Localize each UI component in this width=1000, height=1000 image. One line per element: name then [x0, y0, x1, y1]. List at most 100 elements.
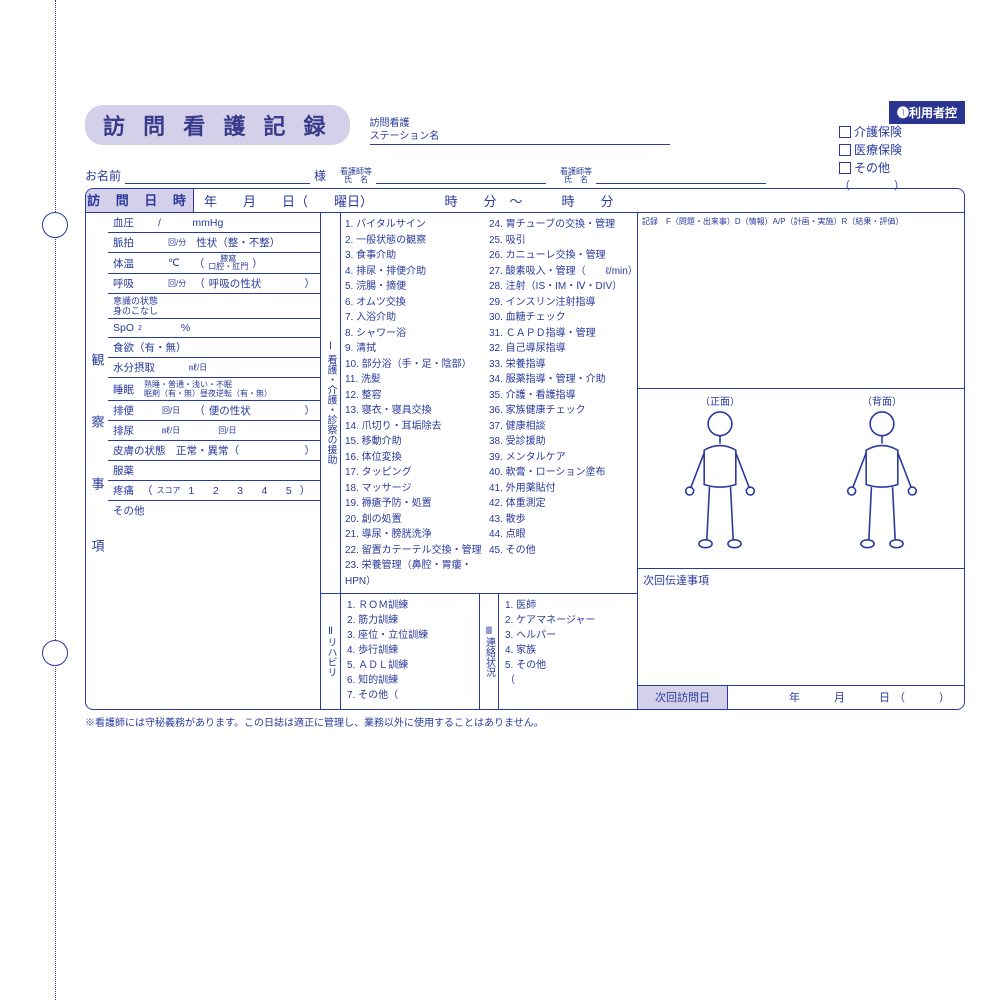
care-item[interactable]: 3. 食事介助 [345, 248, 489, 264]
care-item[interactable]: 1. バイタルサイン [345, 217, 489, 233]
nurse-field-2[interactable] [596, 168, 766, 184]
row-pulse[interactable]: 脈拍回/分性状（整・不整） [108, 233, 320, 253]
row-urine[interactable]: 排尿㎖/日回/日 [108, 421, 320, 441]
care-item[interactable]: 19. 褥瘡予防・処置 [345, 496, 489, 512]
care-item[interactable]: 18. マッサージ [345, 481, 489, 497]
contact-item[interactable]: 3. ヘルパー [505, 628, 631, 643]
check-iryo[interactable]: 医療保険 [839, 141, 905, 159]
row-other[interactable]: その他 [108, 501, 320, 561]
punch-hole-top [42, 212, 68, 238]
row-skin[interactable]: 皮膚の状態 正常・異常（） [108, 441, 320, 461]
next-visit-body[interactable]: 年 月 日（ ） [728, 686, 964, 709]
rehab-item[interactable]: 5. ＡＤＬ訓練 [347, 658, 473, 673]
name-row: お名前 様 看護師等氏 名 看護師等氏 名 [85, 167, 965, 184]
body-diagram: （正面） （背面） [638, 388, 964, 568]
care-item[interactable]: 28. 注射（IS・IM・Ⅳ・DIV） [489, 279, 633, 295]
record-note[interactable]: 記録 F（問題・出来事）D（情報）A/P（計画・実施）R（結果・評価） [638, 213, 964, 388]
care-item[interactable]: 35. 介護・看護指導 [489, 388, 633, 404]
message-box[interactable]: 次回伝達事項 [638, 568, 964, 685]
care-item[interactable]: 43. 散歩 [489, 512, 633, 528]
care-item[interactable]: 15. 移動介助 [345, 434, 489, 450]
care-list[interactable]: 1. バイタルサイン2. 一般状態の観察3. 食事介助4. 排尿・排便介助5. … [341, 213, 637, 593]
row-fluid[interactable]: 水分摂取㎖/日 [108, 358, 320, 378]
care-item[interactable]: 30. 血糖チェック [489, 310, 633, 326]
contact-item[interactable]: 1. 医師 [505, 598, 631, 613]
care-item[interactable]: 17. タッピング [345, 465, 489, 481]
care-item[interactable]: 10. 部分浴（手・足・陰部） [345, 357, 489, 373]
contact-list[interactable]: 1. 医師2. ケアマネージャー3. ヘルパー4. 家族5. その他（ [499, 594, 637, 709]
row-bp[interactable]: 血圧/ mmHg [108, 213, 320, 233]
care-item[interactable]: 12. 整容 [345, 388, 489, 404]
body-columns: 観 察 事 項 血圧/ mmHg 脈拍回/分性状（整・不整） 体温℃（腋窩口腔・… [86, 213, 964, 709]
body-front-icon [680, 408, 760, 553]
form-title: 訪 問 看 護 記 録 [85, 105, 350, 145]
care-item[interactable]: 33. 栄養指導 [489, 357, 633, 373]
care-item[interactable]: 7. 入浴介助 [345, 310, 489, 326]
care-item[interactable]: 26. カニューレ交換・管理 [489, 248, 633, 264]
check-other[interactable]: その他 [839, 159, 905, 177]
row-sleep[interactable]: 睡眠熟睡・普通・浅い・不眠眠剤（有・無）昼夜逆転（有・無） [108, 378, 320, 401]
care-item[interactable]: 32. 自己導尿指導 [489, 341, 633, 357]
care-item[interactable]: 11. 洗髪 [345, 372, 489, 388]
rehab-item[interactable]: 2. 筋力訓練 [347, 613, 473, 628]
care-item[interactable]: 14. 爪切り・耳垢除去 [345, 419, 489, 435]
rehab-item[interactable]: 3. 座位・立位訓練 [347, 628, 473, 643]
care-item[interactable]: 23. 栄養管理（鼻腔・胃瘻・HPN） [345, 558, 489, 589]
check-kaigo[interactable]: 介護保険 [839, 123, 905, 141]
row-conscious[interactable]: 意識の状態身のこなし [108, 294, 320, 319]
row-spo2[interactable]: SpO2% [108, 319, 320, 338]
care-item[interactable]: 24. 胃チューブの交換・管理 [489, 217, 633, 233]
rehab-list[interactable]: 1. ＲＯＭ訓練2. 筋力訓練3. 座位・立位訓練4. 歩行訓練5. ＡＤＬ訓練… [341, 594, 479, 709]
care-item[interactable]: 34. 服薬指導・管理・介助 [489, 372, 633, 388]
rehab-item[interactable]: 7. その他（ [347, 688, 473, 703]
care-item[interactable]: 5. 浣腸・摘便 [345, 279, 489, 295]
care-vlabel: Ⅰ 看護・介護・診察の援助 [321, 213, 341, 593]
care-item[interactable]: 8. シャワー浴 [345, 326, 489, 342]
care-item[interactable]: 25. 吸引 [489, 233, 633, 249]
rehab-item[interactable]: 4. 歩行訓練 [347, 643, 473, 658]
check-other-paren: （ ） [839, 177, 905, 195]
rehab-item[interactable]: 1. ＲＯＭ訓練 [347, 598, 473, 613]
care-item[interactable]: 40. 軟膏・ローション塗布 [489, 465, 633, 481]
observation-content: 血圧/ mmHg 脈拍回/分性状（整・不整） 体温℃（腋窩口腔・肛門） 呼吸回/… [108, 213, 320, 709]
care-item[interactable]: 37. 健康相談 [489, 419, 633, 435]
care-item[interactable]: 31. ＣＡＰＤ指導・管理 [489, 326, 633, 342]
punch-hole-bottom [42, 640, 68, 666]
row-pain[interactable]: 疼痛（スコア1 2 3 4 5） [108, 481, 320, 501]
next-visit-label: 次回訪問日 [638, 686, 728, 709]
care-item[interactable]: 39. メンタルケア [489, 450, 633, 466]
row-resp[interactable]: 呼吸回/分（呼吸の性状） [108, 274, 320, 294]
care-item[interactable]: 4. 排尿・排便介助 [345, 264, 489, 280]
care-item[interactable]: 6. オムツ交換 [345, 295, 489, 311]
row-stool[interactable]: 排便回/日（便の性状） [108, 401, 320, 421]
contact-vlabel: Ⅲ連絡状況 [479, 594, 499, 709]
care-item[interactable]: 44. 点眼 [489, 527, 633, 543]
care-item[interactable]: 41. 外用薬貼付 [489, 481, 633, 497]
care-item[interactable]: 13. 寝衣・寝具交換 [345, 403, 489, 419]
contact-item[interactable]: 2. ケアマネージャー [505, 613, 631, 628]
care-item[interactable]: 9. 清拭 [345, 341, 489, 357]
row-med[interactable]: 服薬 [108, 461, 320, 481]
contact-item[interactable]: （ [505, 673, 631, 688]
main-box: 訪 問 日 時 年 月 日（ 曜日） 時 分 ～ 時 分 観 察 事 項 血圧/… [85, 188, 965, 710]
name-field[interactable] [125, 168, 310, 184]
nurse-field-1[interactable] [376, 168, 546, 184]
care-item[interactable]: 2. 一般状態の観察 [345, 233, 489, 249]
care-item[interactable]: 21. 導尿・膀胱洗浄 [345, 527, 489, 543]
care-item[interactable]: 16. 体位変換 [345, 450, 489, 466]
care-item[interactable]: 20. 創の処置 [345, 512, 489, 528]
care-item[interactable]: 36. 家族健康チェック [489, 403, 633, 419]
contact-item[interactable]: 4. 家族 [505, 643, 631, 658]
row-appetite[interactable]: 食欲（有・無） [108, 338, 320, 358]
care-item[interactable]: 29. インスリン注射指導 [489, 295, 633, 311]
care-item[interactable]: 27. 酸素吸入・管理（ ℓ/min） [489, 264, 633, 280]
contact-item[interactable]: 5. その他 [505, 658, 631, 673]
care-item[interactable]: 38. 受診援助 [489, 434, 633, 450]
row-temp[interactable]: 体温℃（腋窩口腔・肛門） [108, 253, 320, 274]
care-item[interactable]: 45. その他 [489, 543, 633, 559]
right-column: 記録 F（問題・出来事）D（情報）A/P（計画・実施）R（結果・評価） （正面） [638, 213, 964, 709]
rehab-item[interactable]: 6. 知的訓練 [347, 673, 473, 688]
care-item[interactable]: 42. 体重測定 [489, 496, 633, 512]
care-item[interactable]: 22. 留置カテーテル交換・管理 [345, 543, 489, 559]
figure-back: （背面） [804, 393, 960, 564]
